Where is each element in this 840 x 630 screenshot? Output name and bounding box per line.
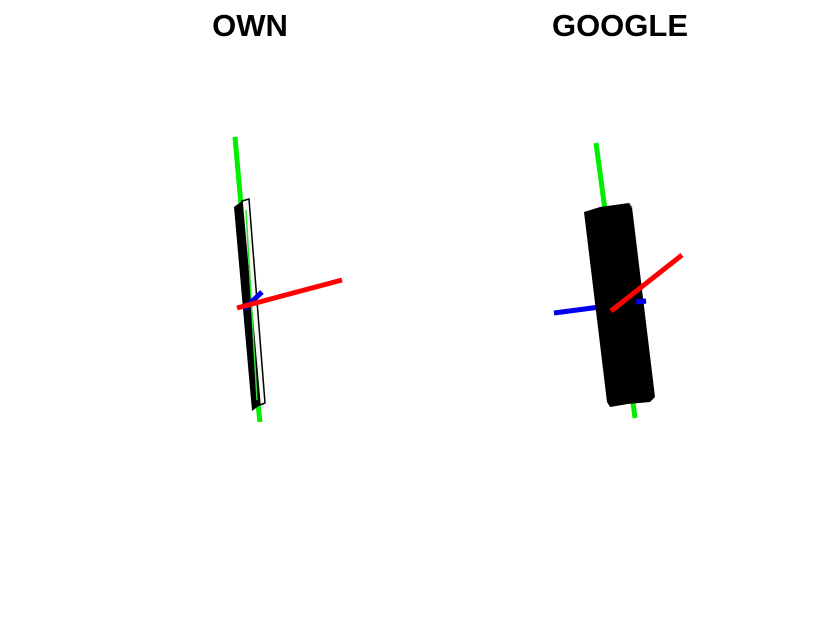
google-z-axis-tip — [635, 298, 647, 305]
own-x-axis — [236, 277, 343, 311]
own-y-axis-bottom — [255, 403, 263, 423]
google-y-axis-top — [593, 142, 608, 211]
panel-title-own: OWN — [212, 8, 288, 43]
own-y-axis-top — [232, 136, 244, 206]
google-slab-edge — [628, 202, 633, 209]
panel-title-google: GOOGLE — [551, 8, 689, 43]
google-y-axis-bottom — [630, 402, 638, 419]
own-pose-panel — [232, 136, 343, 423]
google-x-axis — [609, 253, 684, 313]
google-pose-panel — [553, 142, 684, 419]
